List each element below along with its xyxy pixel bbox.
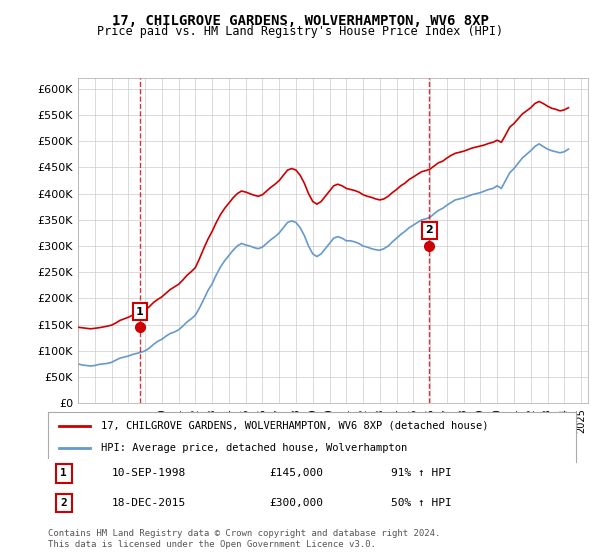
Text: 17, CHILGROVE GARDENS, WOLVERHAMPTON, WV6 8XP (detached house): 17, CHILGROVE GARDENS, WOLVERHAMPTON, WV… [101,421,488,431]
Text: 1: 1 [136,306,144,316]
Text: 10-SEP-1998: 10-SEP-1998 [112,468,185,478]
Text: HPI: Average price, detached house, Wolverhampton: HPI: Average price, detached house, Wolv… [101,443,407,453]
Text: Contains HM Land Registry data © Crown copyright and database right 2024.
This d: Contains HM Land Registry data © Crown c… [48,529,440,549]
Text: 50% ↑ HPI: 50% ↑ HPI [391,498,452,508]
Text: 2: 2 [61,498,67,508]
Text: 1: 1 [61,468,67,478]
Text: 91% ↑ HPI: 91% ↑ HPI [391,468,452,478]
Text: £145,000: £145,000 [270,468,324,478]
Text: £300,000: £300,000 [270,498,324,508]
Text: 18-DEC-2015: 18-DEC-2015 [112,498,185,508]
Text: 17, CHILGROVE GARDENS, WOLVERHAMPTON, WV6 8XP: 17, CHILGROVE GARDENS, WOLVERHAMPTON, WV… [112,14,488,28]
Text: Price paid vs. HM Land Registry's House Price Index (HPI): Price paid vs. HM Land Registry's House … [97,25,503,38]
Text: 2: 2 [425,225,433,235]
